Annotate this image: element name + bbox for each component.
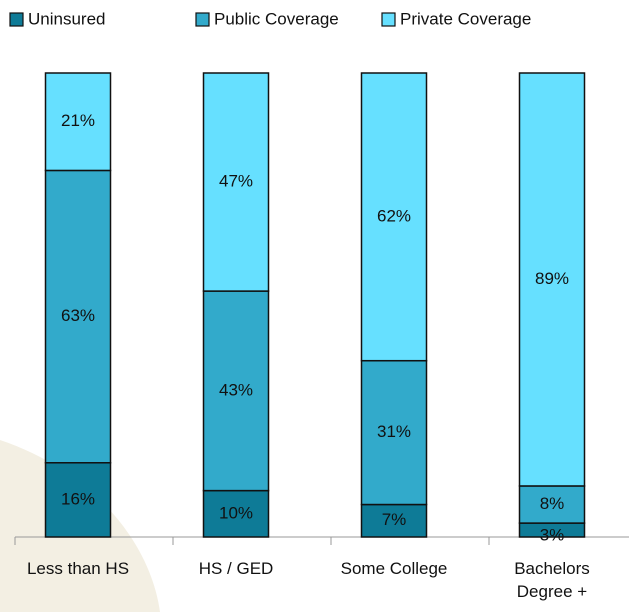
value-label: 3% [540,526,565,545]
value-label: 31% [377,422,411,441]
x-tick-label: Less than HS [26,559,130,578]
legend-label: Public Coverage [214,9,339,28]
x-tick-label: Bachelors Degree + [514,559,590,601]
legend-swatch [9,12,24,27]
bar-segment [202,489,270,538]
bar-segment [44,72,112,172]
bar-segment [44,462,112,538]
value-label: 89% [535,269,569,288]
bar-segment [360,72,428,362]
value-label: 63% [61,306,95,325]
legend-label: Uninsured [28,9,106,28]
bar-segment [202,72,270,292]
bar-segment [202,290,270,492]
value-label: 47% [219,172,253,191]
value-label: 16% [61,489,95,508]
bar-segment [518,72,586,487]
x-tick-label: Some College [340,559,448,578]
legend-swatch [195,12,210,27]
value-label: 43% [219,380,253,399]
value-label: 8% [540,494,565,513]
bar-segment [44,169,112,464]
value-label: 7% [382,510,407,529]
bar-segment [360,359,428,506]
value-label: 62% [377,206,411,225]
value-label: 10% [219,503,253,522]
bar-segment [360,503,428,538]
value-label: 21% [61,111,95,130]
x-tick-label: HS / GED [198,559,274,578]
legend-label: Private Coverage [400,9,531,28]
legend-swatch [381,12,396,27]
